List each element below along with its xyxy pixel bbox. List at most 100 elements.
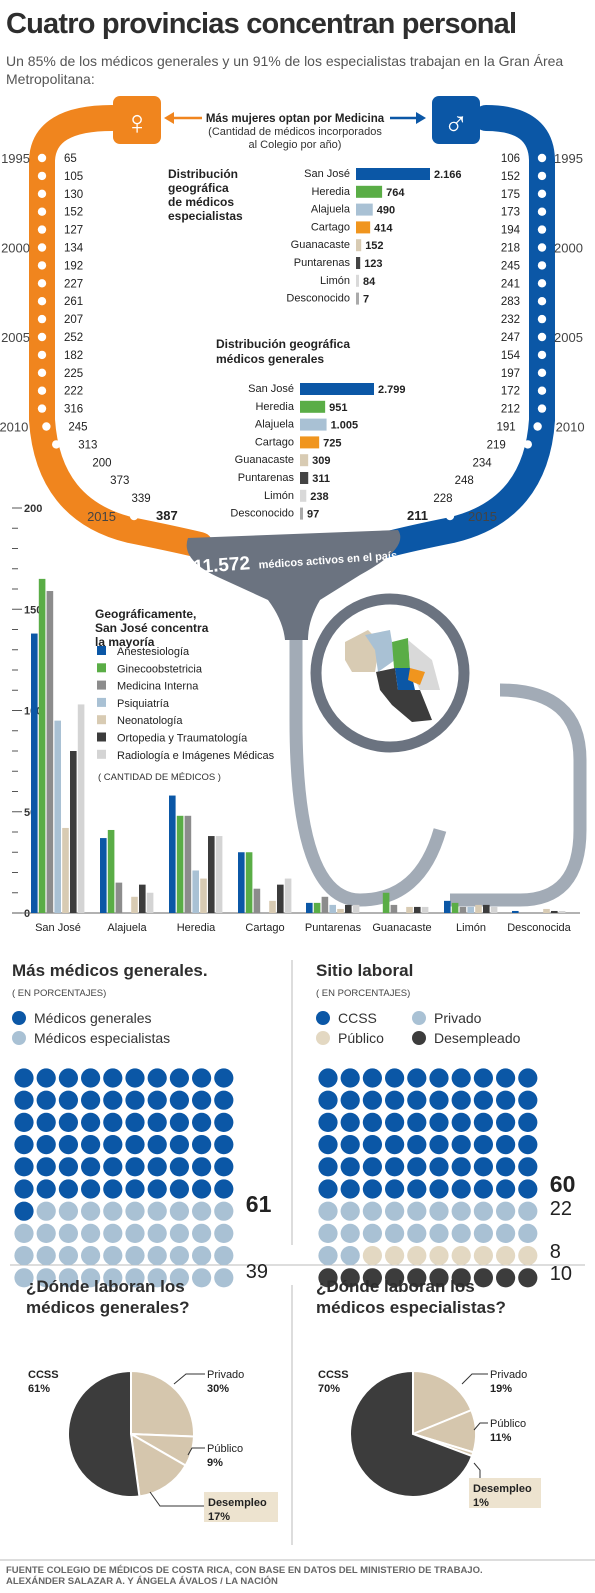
waffle-dot [385, 1112, 405, 1132]
bar-value-label: 725 [323, 437, 341, 449]
waffle-dot [518, 1157, 538, 1177]
waffle-dot [473, 1268, 493, 1288]
legend-ccss: CCSS [316, 1008, 412, 1028]
bar-category-label: Alajuela [311, 204, 351, 216]
waffle-dot [451, 1268, 471, 1288]
women-year-dot [37, 171, 47, 181]
waffle-dot [362, 1179, 382, 1199]
men-year-dot [537, 386, 547, 395]
waffle-dot [214, 1246, 234, 1266]
waffle-dot [451, 1201, 471, 1221]
pie-leader-line [461, 1373, 488, 1385]
specialty-bar [406, 906, 413, 913]
general-title-line-1: Distribución geográfica [216, 337, 350, 351]
specialty-title-line-3: la mayoría [95, 635, 155, 649]
waffle-dot [36, 1201, 56, 1221]
pie-slice-name: CCSS [28, 1369, 59, 1381]
waffle-dot [362, 1223, 382, 1243]
waffle1-note: ( EN PORCENTAJES) [12, 988, 107, 999]
pie-slice-name: CCSS [318, 1369, 349, 1381]
waffle-dot [385, 1179, 405, 1199]
footer-authors: ALEXÁNDER SALAZAR A. Y ÁNGELA ÁVALOS / L… [6, 1576, 278, 1587]
waffle-dot [81, 1223, 101, 1243]
women-year-dot [37, 404, 47, 413]
waffle-dot [192, 1090, 212, 1110]
gender-year-series: 65 106 1995 1995 105 152 130 175 152 173 127 194 134… [0, 151, 585, 524]
waffle-dot [473, 1112, 493, 1132]
province-label: Alajuela [107, 922, 147, 934]
waffle-dot [473, 1068, 493, 1088]
specialty-bar [483, 904, 490, 913]
waffle-dot [429, 1246, 449, 1266]
waffle-dot [192, 1268, 212, 1288]
waffle-dot [125, 1068, 145, 1088]
men-count-label: 172 [501, 386, 520, 398]
waffle-dot [340, 1246, 360, 1266]
women-year-dot [37, 153, 47, 163]
waffle-dot [103, 1112, 123, 1132]
waffle-dot [496, 1135, 516, 1155]
waffle-value-label: 60 [550, 1171, 576, 1197]
legend-swatch [97, 732, 106, 742]
men-count-label: 283 [501, 296, 520, 308]
men-count-label: 212 [501, 404, 520, 416]
waffle-dot [81, 1112, 101, 1132]
waffle-dot [429, 1157, 449, 1177]
women-year-dot [37, 207, 47, 216]
women-count-label: 222 [64, 386, 83, 398]
men-year-dot [537, 207, 547, 216]
province-label: Guanacaste [372, 922, 431, 934]
waffle-dot [318, 1201, 338, 1221]
pie-leader-line [173, 1373, 205, 1385]
men-year-dot [523, 440, 532, 449]
men-year-dot [537, 279, 547, 288]
specialty-bar [169, 795, 176, 913]
legend-label: Ortopedia y Traumatología [117, 733, 248, 745]
women-year-dot [37, 350, 47, 360]
men-count-label: 247 [501, 332, 520, 344]
waffle-dot [318, 1068, 338, 1088]
waffle1-title: Más médicos generales. [12, 961, 208, 980]
waffle-dot [81, 1268, 101, 1288]
waffle-dot [147, 1068, 167, 1088]
stethoscope-tube-right [450, 683, 587, 907]
specialty-bar [245, 852, 253, 913]
legend-label: Medicina Interna [117, 681, 199, 693]
waffle-dot [103, 1246, 123, 1266]
bar [356, 185, 383, 198]
bar [356, 221, 371, 234]
waffle-dot [147, 1201, 167, 1221]
men-year-dot [537, 171, 547, 181]
bar-value-label: 84 [363, 276, 376, 288]
waffle-dot [385, 1090, 405, 1110]
waffle-dot [214, 1201, 234, 1221]
specialty-bar [490, 906, 498, 913]
waffle-dot [214, 1112, 234, 1132]
pie-leader-line [187, 1447, 205, 1456]
waffle-dot [473, 1246, 493, 1266]
specialty-bar [107, 829, 115, 913]
pie-slice [129, 1432, 187, 1498]
specialty-bar [31, 633, 38, 913]
specialty-bar [414, 906, 421, 913]
bar-category-label: Puntarenas [238, 472, 295, 484]
men-count-label: 194 [501, 225, 521, 237]
specialty-bar [313, 902, 321, 913]
waffle-dot [36, 1268, 56, 1288]
specialty-bar [329, 904, 336, 913]
waffle-dot [125, 1246, 145, 1266]
waffle-dot [125, 1201, 145, 1221]
waffle-dot [81, 1179, 101, 1199]
waffle-dot [407, 1112, 427, 1132]
waffle-dot [451, 1223, 471, 1243]
waffle-dot [36, 1068, 56, 1088]
bar-category-label: Cartago [311, 221, 350, 233]
waffle-value-label: 61 [246, 1191, 272, 1217]
waffle-dot [169, 1112, 189, 1132]
waffle-dot [14, 1201, 34, 1221]
women-count-label: 200 [92, 457, 111, 469]
pie-slice-name: Privado [490, 1369, 527, 1381]
specialty-bar [382, 892, 390, 913]
women-year-label: 2010 [0, 420, 28, 435]
specialty-by-province-chart: 200150100500San JoséAlajuelaHerediaCarta… [12, 503, 580, 934]
